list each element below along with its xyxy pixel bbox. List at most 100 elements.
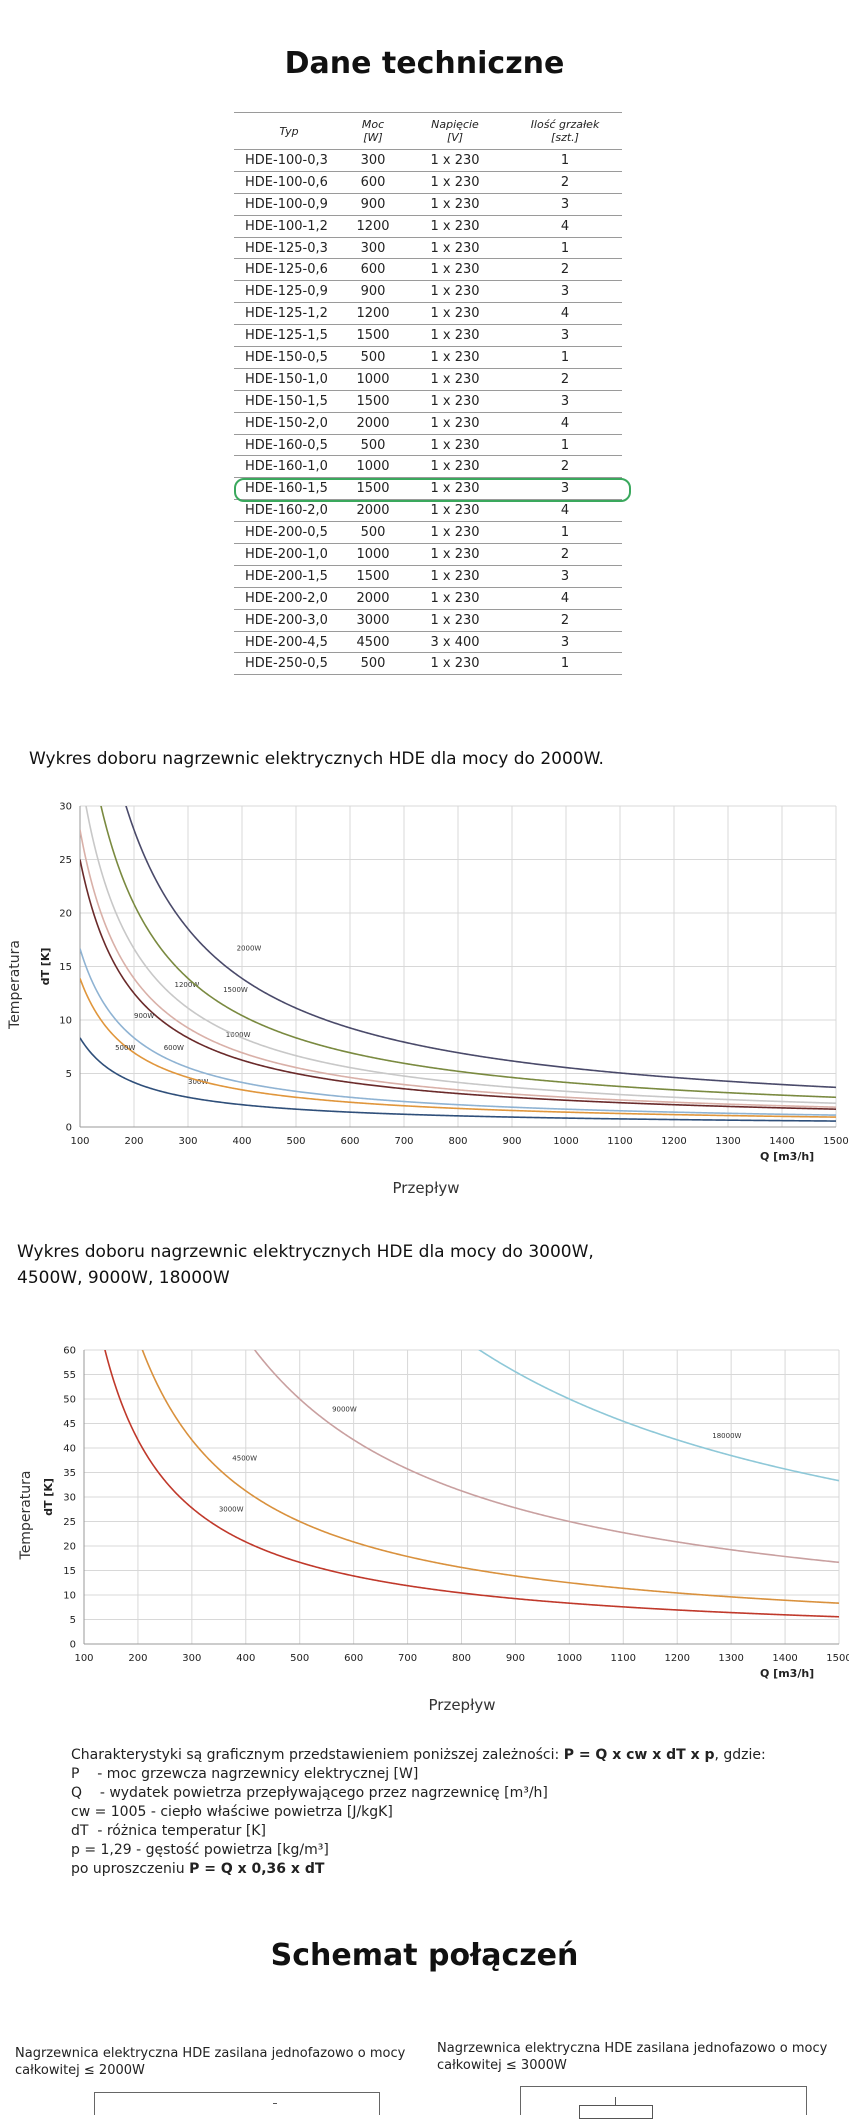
series-label-1200W: 1200W <box>175 981 200 989</box>
cell-voltage: 1 x 230 <box>402 324 508 348</box>
y-tick-label: 50 <box>63 1395 76 1406</box>
series-line-9000W <box>253 1350 839 1564</box>
cell-voltage: 1 x 230 <box>402 412 508 435</box>
cell-heater-count: 3 <box>508 390 622 413</box>
cell-voltage: 1 x 230 <box>402 149 508 172</box>
x-tick-label: 400 <box>232 1136 251 1147</box>
x-axis-caption: Przepływ <box>393 1179 460 1197</box>
x-tick-label: 800 <box>448 1136 467 1147</box>
table-row: HDE-200-0,5 500 1 x 230 1 <box>234 521 622 545</box>
x-tick-label: 1300 <box>715 1136 740 1147</box>
y-tick-label: 10 <box>59 1016 72 1027</box>
y-axis-label: dT [K] <box>39 948 52 986</box>
cell-power: 1200 <box>344 215 402 238</box>
table-row: HDE-100-0,6 600 1 x 230 2 <box>234 171 622 194</box>
x-tick-label: 1100 <box>611 1653 636 1664</box>
formula-block: Charakterystyki są graficznym przedstawi… <box>71 1746 811 1879</box>
series-label-1500W: 1500W <box>223 986 248 994</box>
series-line-1000W <box>80 829 836 1108</box>
x-tick-label: 800 <box>452 1653 471 1664</box>
series-label-3000W: 3000W <box>219 1506 244 1514</box>
cell-type: HDE-150-1,5 <box>234 390 344 413</box>
formula-line-3: cw = 1005 - ciepło właściwe powietrza [J… <box>71 1804 393 1820</box>
cell-power: 1500 <box>344 390 402 413</box>
formula-line-4: dT - różnica temperatur [K] <box>71 1823 266 1839</box>
cell-voltage: 1 x 230 <box>402 302 508 326</box>
formula-line-1: P - moc grzewcza nagrzewnicy elektryczne… <box>71 1766 419 1782</box>
cell-voltage: 1 x 230 <box>402 455 508 479</box>
spec-table-header: Typ Moc [W] Napięcie [V] Ilość grzałek [… <box>234 112 622 150</box>
wiring-diagram-left <box>94 2092 380 2115</box>
cell-heater-count: 4 <box>508 412 622 435</box>
cell-power: 2000 <box>344 412 402 435</box>
cell-heater-count: 2 <box>508 258 622 282</box>
cell-power: 1000 <box>344 543 402 566</box>
cell-voltage: 1 x 230 <box>402 171 508 194</box>
table-row: HDE-250-0,5 500 1 x 230 1 <box>234 652 622 676</box>
x-tick-label: 500 <box>286 1136 305 1147</box>
x-tick-label: 1100 <box>607 1136 632 1147</box>
chart2-heading: Wykres doboru nagrzewnic elektrycznych H… <box>17 1242 594 1288</box>
table-row: HDE-125-0,3 300 1 x 230 1 <box>234 237 622 260</box>
cell-power: 500 <box>344 652 402 676</box>
wiring-lead-right <box>615 2097 616 2106</box>
table-row: HDE-160-0,5 500 1 x 230 1 <box>234 434 622 457</box>
table-row: HDE-150-1,0 1000 1 x 230 2 <box>234 368 622 391</box>
cell-heater-count: 2 <box>508 455 622 479</box>
formula-line-0: Charakterystyki są graficznym przedstawi… <box>71 1747 766 1763</box>
y-tick-label: 5 <box>66 1069 72 1080</box>
series-label-500W: 500W <box>115 1044 135 1052</box>
cell-heater-count: 1 <box>508 652 622 676</box>
series-line-600W <box>80 948 836 1116</box>
table-row: HDE-160-1,5 1500 1 x 230 3 <box>234 477 622 501</box>
cell-voltage: 1 x 230 <box>402 434 508 457</box>
y-tick-label: 0 <box>70 1640 76 1651</box>
x-axis-unit-label: Q [m3/h] <box>760 1150 814 1163</box>
y-tick-label: 25 <box>63 1517 76 1528</box>
cell-heater-count: 4 <box>508 499 622 523</box>
series-line-18000W <box>478 1350 839 1482</box>
table-row: HDE-100-1,2 1200 1 x 230 4 <box>234 215 622 238</box>
x-tick-label: 700 <box>394 1136 413 1147</box>
spec-title: Dane techniczne <box>284 46 565 81</box>
y-tick-label: 15 <box>59 962 72 973</box>
cell-heater-count: 1 <box>508 521 622 545</box>
cell-voltage: 1 x 230 <box>402 390 508 413</box>
cell-heater-count: 4 <box>508 587 622 610</box>
wiring-title: Schemat połączeń <box>270 1938 579 1973</box>
wiring-mark-left <box>273 2103 277 2104</box>
cell-voltage: 1 x 230 <box>402 477 508 501</box>
y-tick-label: 35 <box>63 1468 76 1479</box>
spec-table: Typ Moc [W] Napięcie [V] Ilość grzałek [… <box>234 112 622 676</box>
table-row: HDE-100-0,9 900 1 x 230 3 <box>234 193 622 216</box>
x-tick-label: 100 <box>70 1136 89 1147</box>
y-axis-caption: Temperatura <box>7 940 23 1030</box>
table-row: HDE-160-2,0 2000 1 x 230 4 <box>234 499 622 523</box>
x-axis-caption: Przepływ <box>429 1696 496 1714</box>
x-tick-label: 1500 <box>823 1136 848 1147</box>
formula-line-6: po uproszczeniu P = Q x 0,36 x dT <box>71 1861 325 1877</box>
table-row: HDE-200-3,0 3000 1 x 230 2 <box>234 609 622 632</box>
wiring-caption-right: Nagrzewnica elektryczna HDE zasilana jed… <box>437 2041 828 2073</box>
wiring-caption-left: Nagrzewnica elektryczna HDE zasilana jed… <box>15 2046 406 2078</box>
cell-voltage: 1 x 230 <box>402 193 508 216</box>
cell-voltage: 1 x 230 <box>402 587 508 610</box>
table-row: HDE-150-1,5 1500 1 x 230 3 <box>234 390 622 413</box>
x-tick-label: 1200 <box>664 1653 689 1664</box>
x-tick-label: 1300 <box>718 1653 743 1664</box>
x-tick-label: 1000 <box>557 1653 582 1664</box>
x-tick-label: 300 <box>182 1653 201 1664</box>
cell-power: 2000 <box>344 587 402 610</box>
y-axis-label: dT [K] <box>42 1478 55 1516</box>
col-header-type: Typ <box>234 112 344 150</box>
cell-type: HDE-150-0,5 <box>234 346 344 369</box>
cell-type: HDE-125-1,2 <box>234 302 344 326</box>
cell-voltage: 1 x 230 <box>402 499 508 523</box>
cell-type: HDE-150-2,0 <box>234 412 344 435</box>
table-row: HDE-125-1,2 1200 1 x 230 4 <box>234 302 622 326</box>
chart1-heading: Wykres doboru nagrzewnic elektrycznych H… <box>29 749 604 769</box>
cell-heater-count: 2 <box>508 368 622 391</box>
x-tick-label: 100 <box>74 1653 93 1664</box>
cell-heater-count: 3 <box>508 324 622 348</box>
table-row: HDE-200-4,5 4500 3 x 400 3 <box>234 631 622 654</box>
